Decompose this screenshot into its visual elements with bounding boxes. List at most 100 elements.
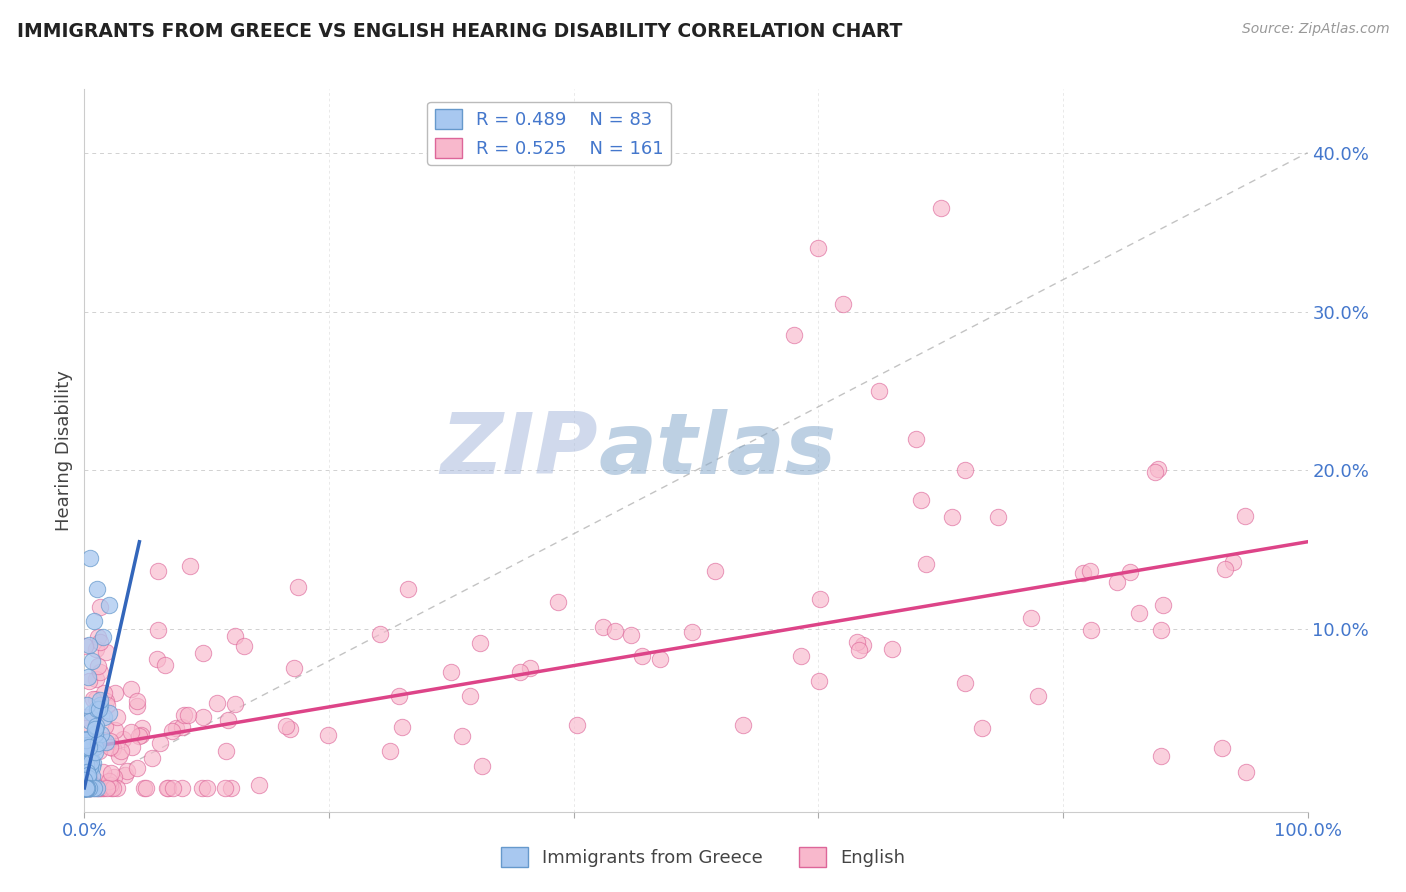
Legend: Immigrants from Greece, English: Immigrants from Greece, English [494,839,912,874]
Point [73,757,96,772]
Point [75,780,97,795]
Point [170,720,193,734]
Point [73,780,96,795]
Point [388,689,411,703]
Point [115,764,138,778]
Point [278,722,301,736]
Point [76,698,98,712]
Point [191,780,214,795]
Point [75,780,97,795]
Point [101,780,124,795]
Point [77,670,100,684]
Point [76,780,98,795]
Point [77,756,100,771]
Point [89,600,111,615]
Point [79,714,101,728]
Point [125,699,148,714]
Point [1071,566,1094,581]
Point [1152,598,1174,612]
Point [101,740,124,755]
Point [75,757,97,772]
Point [79,780,101,795]
Point [179,559,201,574]
Point [955,676,977,690]
Point [77,771,100,785]
Point [73,780,96,795]
Point [191,646,214,660]
Point [733,717,755,731]
Point [73,762,96,776]
Point [104,723,127,737]
Point [84,692,107,706]
Point [76,764,98,779]
Point [80,654,103,668]
Point [86,672,108,686]
Text: ZIP: ZIP [440,409,598,492]
Point [80,752,103,766]
Point [73,780,96,795]
Point [75,732,97,747]
Point [94,719,117,733]
Point [458,689,481,703]
Point [148,564,170,578]
Point [156,780,179,795]
Point [160,724,183,739]
Point [77,780,100,795]
Text: IMMIGRANTS FROM GREECE VS ENGLISH HEARING DISABILITY CORRELATION CHART: IMMIGRANTS FROM GREECE VS ENGLISH HEARIN… [17,22,903,41]
Point [83,745,105,759]
Point [93,780,115,795]
Point [929,202,952,216]
Point [82,760,104,774]
Point [808,674,831,689]
Point [110,744,132,758]
Point [75,780,97,795]
Text: atlas: atlas [598,409,837,492]
Point [89,635,111,649]
Point [98,740,121,755]
Point [114,768,136,782]
Point [519,661,541,675]
Point [84,727,107,741]
Point [76,780,98,795]
Point [84,773,107,788]
Point [89,737,111,751]
Point [808,591,831,606]
Point [783,328,806,343]
Point [75,739,97,754]
Point [91,630,114,644]
Point [195,780,218,795]
Point [1234,508,1257,523]
Point [77,673,100,688]
Point [831,296,853,310]
Point [82,769,104,783]
Point [972,721,994,735]
Point [869,384,891,398]
Point [76,766,98,780]
Point [450,729,472,743]
Point [82,756,104,770]
Point [1118,565,1140,579]
Point [90,780,112,795]
Point [76,780,98,795]
Point [98,734,121,748]
Point [87,744,110,758]
Point [77,780,100,795]
Point [509,665,531,679]
Point [219,780,242,795]
Point [1019,611,1042,625]
Point [75,710,97,724]
Point [80,730,103,744]
Point [75,780,97,795]
Point [1128,606,1150,620]
Point [468,636,491,650]
Point [86,631,108,645]
Point [131,721,153,735]
Point [848,643,870,657]
Point [75,733,97,747]
Point [73,780,96,795]
Point [75,780,97,795]
Point [249,778,271,792]
Point [104,686,127,700]
Point [603,624,626,639]
Point [378,744,401,758]
